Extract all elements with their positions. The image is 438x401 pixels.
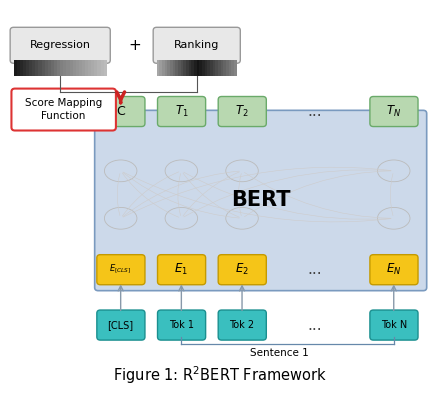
Bar [57,60,60,76]
Bar [194,60,196,76]
FancyBboxPatch shape [157,310,205,340]
Bar [69,60,72,76]
Text: $E_1$: $E_1$ [174,262,188,277]
FancyBboxPatch shape [97,97,145,127]
Bar [191,60,194,76]
Bar [178,60,180,76]
Bar [156,60,159,76]
Text: Ranking: Ranking [173,41,219,51]
Bar [100,60,103,76]
Bar [226,60,228,76]
Bar [210,60,212,76]
Bar [183,60,186,76]
Bar [188,60,191,76]
Text: Regression: Regression [29,41,90,51]
FancyBboxPatch shape [369,310,417,340]
Text: Score Mapping
Function: Score Mapping Function [25,98,102,121]
Bar [233,60,236,76]
FancyBboxPatch shape [157,255,205,285]
Bar [172,60,175,76]
FancyBboxPatch shape [218,255,266,285]
FancyBboxPatch shape [11,89,116,130]
Bar [228,60,231,76]
Text: $T_2$: $T_2$ [235,104,248,119]
FancyBboxPatch shape [369,255,417,285]
Bar [164,60,167,76]
Text: C: C [116,105,125,118]
Bar [35,60,39,76]
FancyBboxPatch shape [97,310,145,340]
Bar [32,60,35,76]
Bar [97,60,100,76]
Bar [180,60,183,76]
FancyBboxPatch shape [369,97,417,127]
FancyBboxPatch shape [10,27,110,63]
Bar [94,60,97,76]
Text: Figure 1: R$^2$BERT Framework: Figure 1: R$^2$BERT Framework [112,365,326,386]
Text: ...: ... [307,318,321,332]
Bar [220,60,223,76]
Bar [186,60,188,76]
Bar [162,60,164,76]
Bar [17,60,20,76]
Bar [29,60,32,76]
Bar [51,60,54,76]
Bar [159,60,162,76]
FancyBboxPatch shape [157,97,205,127]
FancyBboxPatch shape [97,255,145,285]
Bar [231,60,233,76]
Bar [201,60,204,76]
Text: BERT: BERT [230,190,290,211]
Text: $T_1$: $T_1$ [174,104,188,119]
Bar [39,60,42,76]
Bar [45,60,48,76]
Text: Sentence 1: Sentence 1 [249,348,307,358]
Text: Tok 1: Tok 1 [169,320,194,330]
FancyBboxPatch shape [95,110,426,291]
Bar [212,60,215,76]
Text: Tok N: Tok N [380,320,406,330]
Bar [14,60,17,76]
Bar [103,60,106,76]
Bar [42,60,45,76]
Text: $T_N$: $T_N$ [385,104,400,119]
Bar [215,60,218,76]
FancyBboxPatch shape [153,27,240,63]
Bar [72,60,76,76]
Bar [60,60,63,76]
Bar [26,60,29,76]
Bar [170,60,172,76]
Bar [79,60,82,76]
Text: $E_{[CLS]}$: $E_{[CLS]}$ [109,263,131,276]
Bar [196,60,199,76]
Bar [199,60,201,76]
Bar [82,60,85,76]
Bar [223,60,226,76]
Text: Tok 2: Tok 2 [229,320,254,330]
Bar [91,60,94,76]
FancyBboxPatch shape [218,97,266,127]
Text: +: + [128,38,141,53]
Bar [207,60,210,76]
Text: ...: ... [307,262,321,277]
Bar [88,60,91,76]
Text: $E_2$: $E_2$ [235,262,248,277]
Bar [20,60,23,76]
Bar [66,60,69,76]
Text: $E_N$: $E_N$ [385,262,400,277]
Bar [85,60,88,76]
FancyBboxPatch shape [218,310,266,340]
Bar [76,60,79,76]
Bar [218,60,220,76]
Bar [54,60,57,76]
Bar [167,60,170,76]
Bar [48,60,51,76]
Text: ...: ... [307,104,321,119]
Bar [204,60,207,76]
Bar [175,60,178,76]
Bar [63,60,66,76]
Text: [CLS]: [CLS] [107,320,134,330]
Bar [23,60,26,76]
